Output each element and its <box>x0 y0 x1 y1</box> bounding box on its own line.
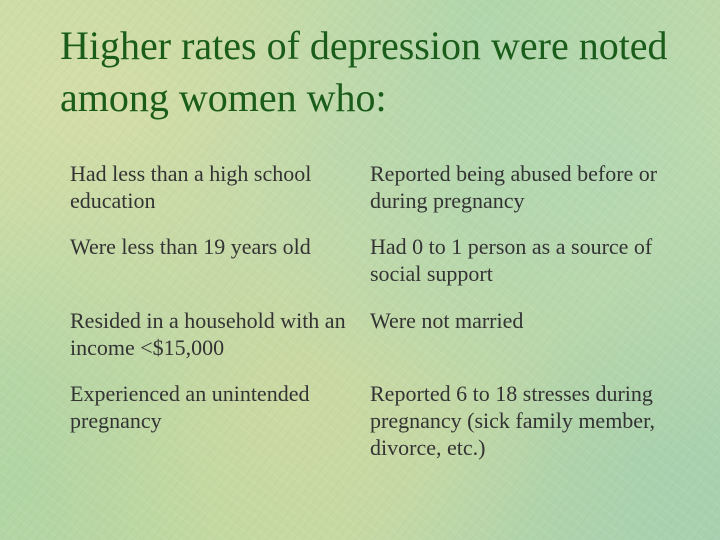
slide-title: Higher rates of depression were noted am… <box>60 23 668 120</box>
left-item-age: Were less than 19 years old <box>70 234 311 259</box>
left-item-education: Had less than a high school education <box>70 161 312 213</box>
right-item-abuse: Reported being abused before or during p… <box>370 161 658 213</box>
right-item-social-support: Had 0 to 1 person as a source of social … <box>370 234 653 286</box>
left-item-income: Resided in a household with an income <$… <box>70 308 346 360</box>
left-item-unintended-pregnancy: Experienced an unintended pregnancy <box>70 381 310 433</box>
right-item-marital-status: Were not married <box>370 308 524 333</box>
right-item-stresses: Reported 6 to 18 stresses during pregnan… <box>370 381 656 460</box>
